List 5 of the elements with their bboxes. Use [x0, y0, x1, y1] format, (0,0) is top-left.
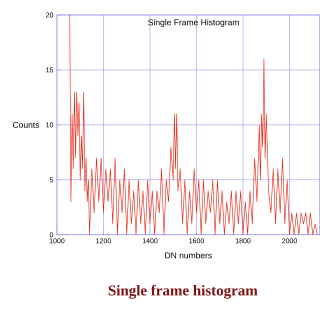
line-series: [69, 15, 318, 235]
text: Single frame histogram: [108, 284, 258, 299]
chart-title: Single Frame Histogram: [148, 19, 239, 28]
x-axis-title: DN numbers: [165, 252, 212, 258]
y-axis-title: Counts: [12, 122, 40, 128]
